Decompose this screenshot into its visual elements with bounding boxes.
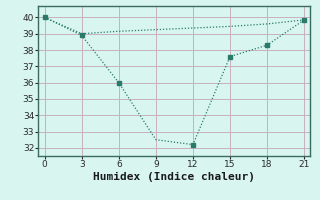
X-axis label: Humidex (Indice chaleur): Humidex (Indice chaleur) xyxy=(93,172,255,182)
